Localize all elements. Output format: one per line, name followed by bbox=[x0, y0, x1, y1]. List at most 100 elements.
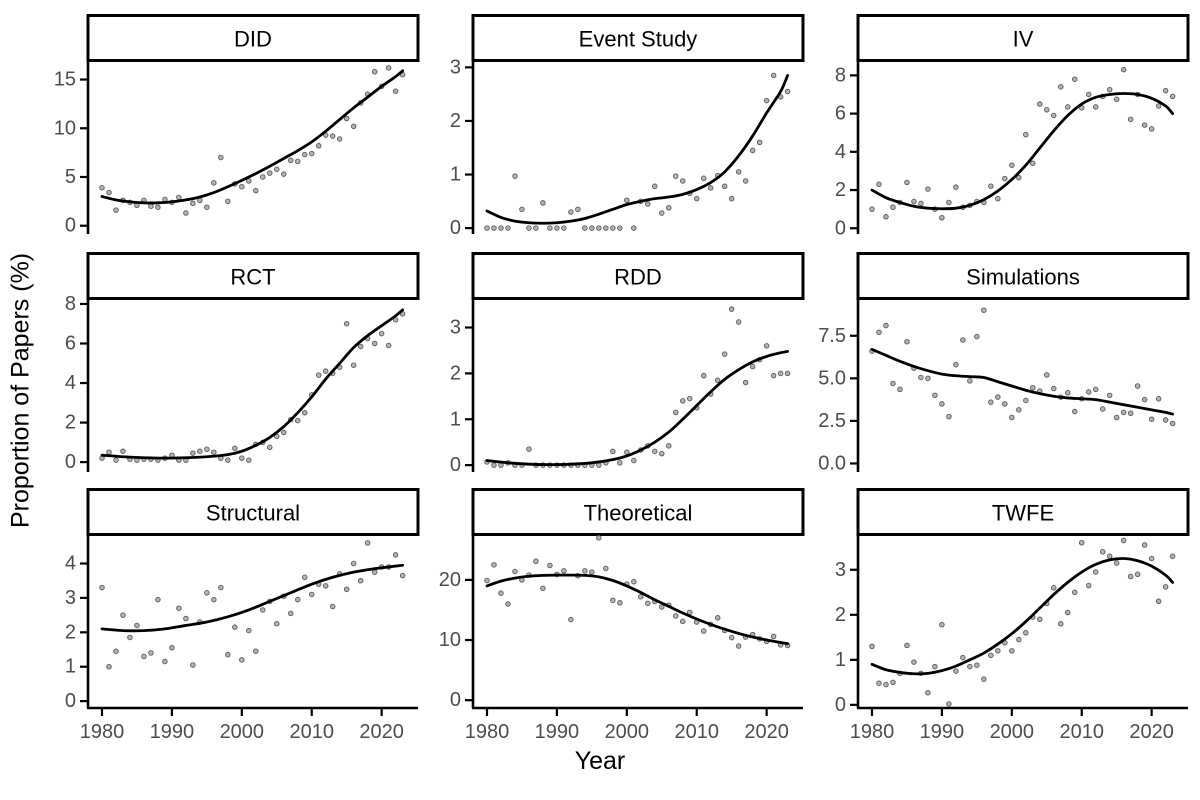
scatter-point bbox=[953, 361, 959, 368]
facet-panel-rct: RCT 0 2 4 6 8 bbox=[65, 252, 420, 473]
scatter-point bbox=[904, 642, 910, 649]
scatter-point bbox=[260, 174, 266, 180]
scatter-point bbox=[1127, 116, 1134, 123]
scatter-point bbox=[1002, 175, 1008, 182]
scatter-point bbox=[246, 627, 252, 634]
y-tick-label: 3 bbox=[65, 587, 76, 609]
scatter-point bbox=[981, 307, 987, 313]
y-tick-label: 0 bbox=[835, 694, 846, 716]
scatter-point bbox=[869, 643, 875, 650]
scatter-point bbox=[169, 645, 175, 651]
facet-strip bbox=[856, 488, 1190, 536]
facet-panel-rdd: RDD 0 1 2 3 bbox=[450, 252, 805, 476]
scatter-point bbox=[700, 175, 707, 182]
y-tick-label: 15 bbox=[54, 69, 76, 91]
y-tick-label: 3 bbox=[450, 317, 461, 339]
scatter-point bbox=[526, 225, 532, 231]
scatter-point bbox=[575, 206, 581, 213]
scatter-point bbox=[491, 562, 497, 568]
scatter-point bbox=[561, 225, 567, 231]
scatter-point bbox=[512, 173, 518, 179]
scatter-point bbox=[1051, 112, 1057, 119]
scatter-point bbox=[176, 194, 182, 201]
scatter-point bbox=[666, 204, 672, 211]
scatter-point bbox=[679, 398, 686, 404]
facet-title: DID bbox=[234, 27, 272, 52]
scatter-point bbox=[350, 123, 357, 130]
scatter-point bbox=[974, 333, 980, 340]
facet-panel-simulations: Simulations 0.0 2.5 5.0 7.5 bbox=[818, 252, 1190, 474]
scatter-point bbox=[301, 151, 308, 158]
scatter-point bbox=[568, 209, 574, 215]
scatter-point bbox=[1141, 542, 1148, 548]
facet-title: RDD bbox=[614, 265, 662, 290]
scatter-point bbox=[99, 184, 105, 191]
y-tick-label: 7.5 bbox=[818, 325, 846, 347]
scatter-point bbox=[1071, 408, 1078, 415]
x-tick-label: 2010 bbox=[1059, 721, 1104, 743]
scatter-point bbox=[260, 607, 266, 613]
scatter-point bbox=[533, 225, 539, 231]
scatter-point bbox=[190, 200, 196, 207]
scatter-point bbox=[1155, 598, 1162, 605]
scatter-point bbox=[1044, 107, 1050, 113]
scatter-point bbox=[540, 585, 546, 592]
scatter-point bbox=[155, 204, 161, 210]
scatter-point bbox=[301, 409, 308, 416]
x-tick-label: 2010 bbox=[289, 721, 334, 743]
scatter-point bbox=[1127, 573, 1134, 580]
scatter-point bbox=[204, 204, 210, 210]
scatter-point bbox=[897, 386, 903, 393]
x-tick-label: 2010 bbox=[674, 721, 719, 743]
facet-panel-did: DID 0 5 10 15 bbox=[54, 14, 420, 237]
y-tick-label: 4 bbox=[65, 372, 76, 394]
scatter-point bbox=[120, 612, 126, 618]
scatter-point bbox=[876, 680, 882, 686]
scatter-point bbox=[274, 166, 280, 172]
scatter-point bbox=[652, 448, 658, 455]
scatter-point bbox=[253, 187, 259, 194]
scatter-point bbox=[603, 565, 609, 572]
scatter-point bbox=[1120, 409, 1127, 416]
scatter-point bbox=[491, 225, 497, 231]
scatter-point bbox=[603, 225, 609, 231]
x-tick-label: 1980 bbox=[850, 721, 895, 743]
scatter-point bbox=[589, 569, 595, 575]
scatter-point bbox=[1051, 385, 1057, 392]
scatter-point bbox=[673, 173, 679, 179]
scatter-point bbox=[498, 590, 504, 596]
scatter-point bbox=[498, 225, 504, 231]
scatter-point bbox=[218, 584, 224, 591]
smooth-line bbox=[100, 69, 405, 205]
scatter-point bbox=[673, 613, 679, 619]
scatter-point bbox=[315, 143, 322, 149]
scatter-point bbox=[932, 663, 938, 670]
scatter-point bbox=[1037, 101, 1043, 107]
y-tick-label: 1 bbox=[450, 408, 461, 430]
facet-strip bbox=[86, 488, 420, 536]
smooth-line bbox=[870, 557, 1175, 676]
scatter-point bbox=[1058, 621, 1064, 627]
scatter-point bbox=[974, 662, 980, 668]
scatter-point bbox=[960, 654, 966, 661]
facet-strip bbox=[86, 252, 420, 300]
scatter-point bbox=[953, 668, 959, 674]
scatter-point bbox=[679, 178, 686, 184]
facet-panel-event-study: Event Study 0 1 2 3 bbox=[450, 14, 805, 239]
x-tick-label: 2020 bbox=[1129, 721, 1174, 743]
scatter-point bbox=[329, 603, 336, 610]
scatter-point bbox=[148, 650, 154, 656]
scatter-point bbox=[883, 681, 889, 688]
smooth-line bbox=[485, 349, 790, 467]
scatter-point bbox=[204, 446, 210, 453]
scatter-point bbox=[526, 446, 532, 452]
scatter-point bbox=[1009, 648, 1015, 654]
scatter-point bbox=[1037, 616, 1043, 623]
scatter-point bbox=[239, 183, 245, 190]
scatter-point bbox=[225, 198, 231, 205]
y-tick-label: 0 bbox=[835, 217, 846, 239]
scatter-point bbox=[134, 622, 140, 629]
scatter-point bbox=[631, 225, 637, 231]
scatter-point bbox=[1030, 160, 1036, 167]
y-tick-label: 3 bbox=[450, 56, 461, 78]
